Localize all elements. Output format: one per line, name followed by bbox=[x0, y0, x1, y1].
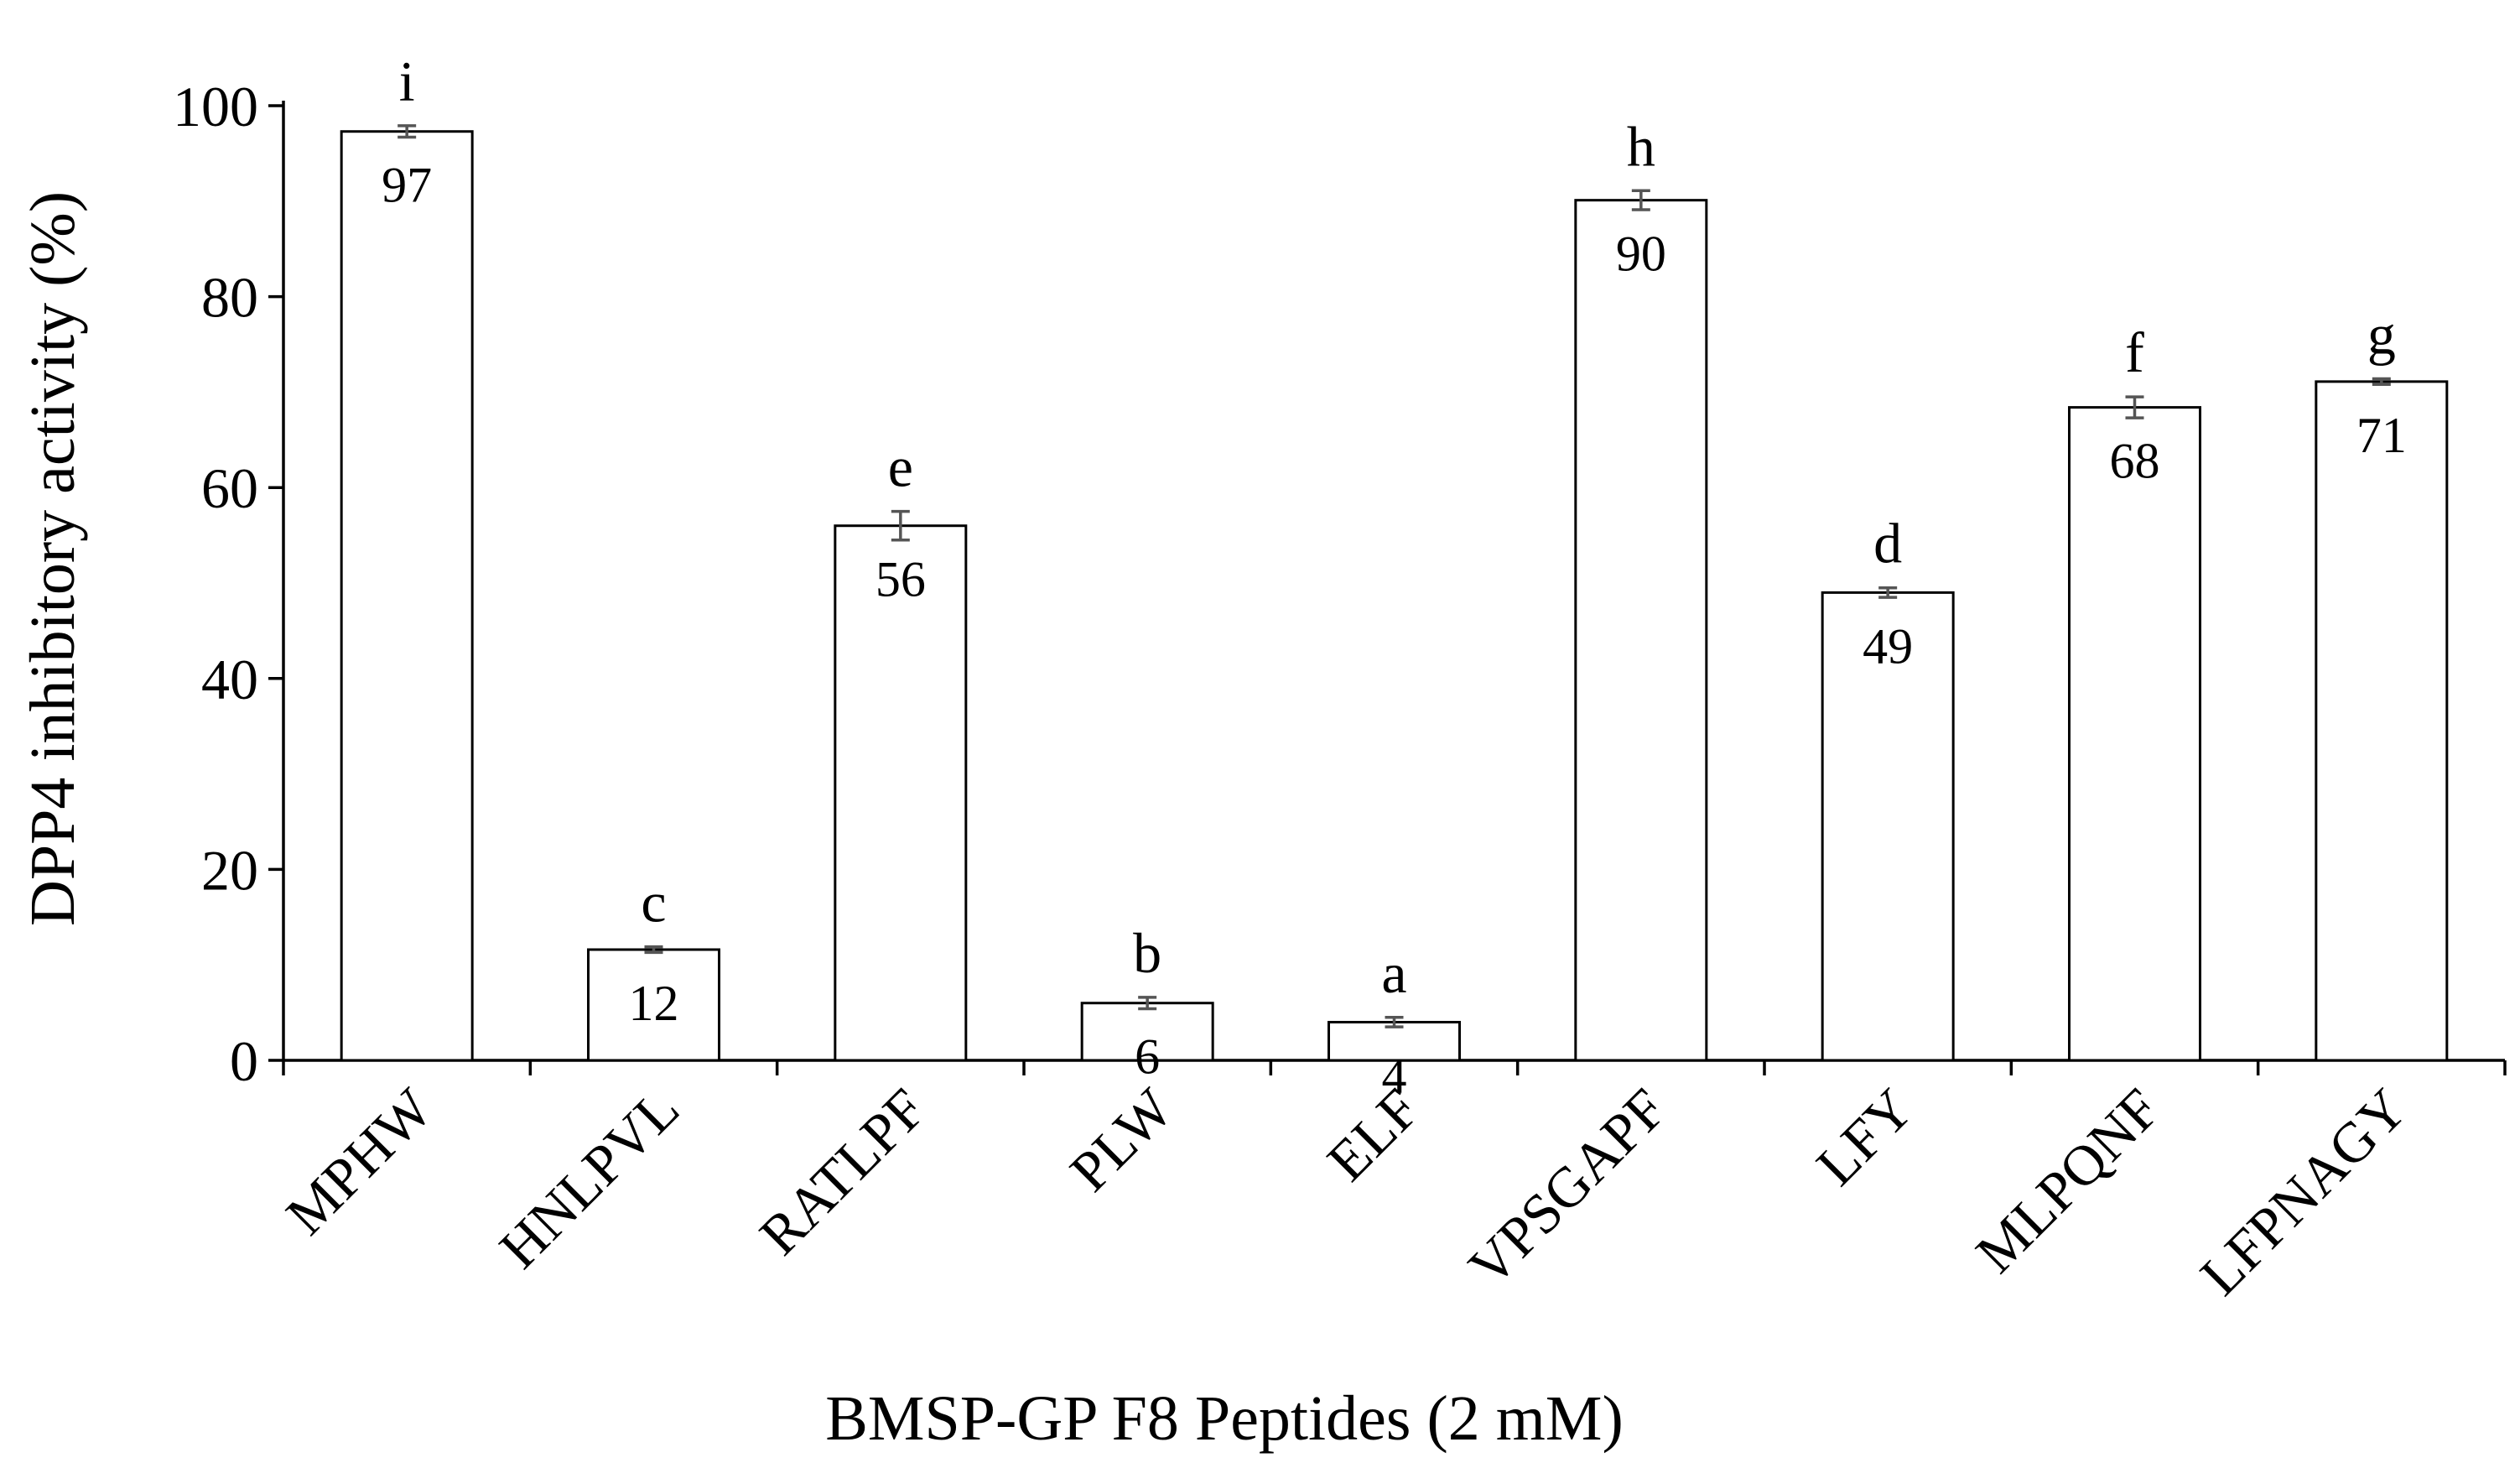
significance-letter: b bbox=[1133, 921, 1161, 985]
data-label: 12 bbox=[629, 976, 679, 1031]
y-tick-label: 80 bbox=[201, 266, 258, 330]
x-tick-label: LFPNAGY bbox=[2188, 1076, 2419, 1307]
bar-lfpnagy bbox=[2315, 380, 2449, 1062]
significance-letter: c bbox=[641, 871, 666, 935]
y-tick-label: 0 bbox=[230, 1029, 258, 1093]
data-label: 4 bbox=[1382, 1048, 1407, 1103]
data-label: 56 bbox=[876, 552, 926, 607]
x-tick-label: MLPQNF bbox=[1963, 1076, 2172, 1285]
bar-ratlpf bbox=[834, 524, 968, 1062]
data-label: 71 bbox=[2356, 408, 2407, 463]
x-axis-title: BMSP-GP F8 Peptides (2 mM) bbox=[825, 1383, 1624, 1454]
significance-letter: e bbox=[888, 435, 913, 499]
x-tick-label: MPHW bbox=[273, 1075, 444, 1247]
x-tick-label: HNLPVL bbox=[487, 1076, 691, 1280]
data-label: 97 bbox=[382, 158, 432, 213]
plot-area: 0 20 40 60 80 100 97 i MPHW 12 c HNLPVL 56 e RATLPF 6 b P… bbox=[173, 49, 2507, 1307]
y-tick-label: 20 bbox=[201, 838, 258, 902]
y-tick-label: 40 bbox=[201, 648, 258, 711]
x-tick-label: VPSGAPF bbox=[1457, 1076, 1679, 1299]
x-tick-label: PLW bbox=[1057, 1075, 1185, 1203]
bar-mlpqnf bbox=[2068, 406, 2201, 1062]
y-tick-label: 60 bbox=[201, 456, 258, 520]
significance-letter: f bbox=[2125, 320, 2144, 384]
x-tick-label: RATLPF bbox=[747, 1076, 938, 1267]
y-axis-title: DPP4 inhibitory activity (%) bbox=[18, 191, 88, 926]
significance-letter: h bbox=[1627, 114, 1655, 178]
bar-vpsgapf bbox=[1574, 199, 1708, 1062]
data-label: 68 bbox=[2110, 434, 2160, 489]
significance-letter: g bbox=[2367, 302, 2396, 366]
x-tick-label: LFY bbox=[1804, 1076, 1925, 1198]
bar-mphw bbox=[340, 130, 474, 1062]
x-tick-label: ELF bbox=[1315, 1076, 1431, 1193]
y-tick-label: 100 bbox=[173, 75, 258, 138]
data-label: 6 bbox=[1135, 1029, 1160, 1085]
data-label: 49 bbox=[1863, 618, 1913, 674]
significance-letter: d bbox=[1873, 512, 1902, 575]
bar-plw bbox=[1080, 1002, 1214, 1062]
data-label: 90 bbox=[1616, 226, 1666, 282]
significance-letter: i bbox=[399, 49, 415, 113]
significance-letter: a bbox=[1381, 941, 1406, 1005]
